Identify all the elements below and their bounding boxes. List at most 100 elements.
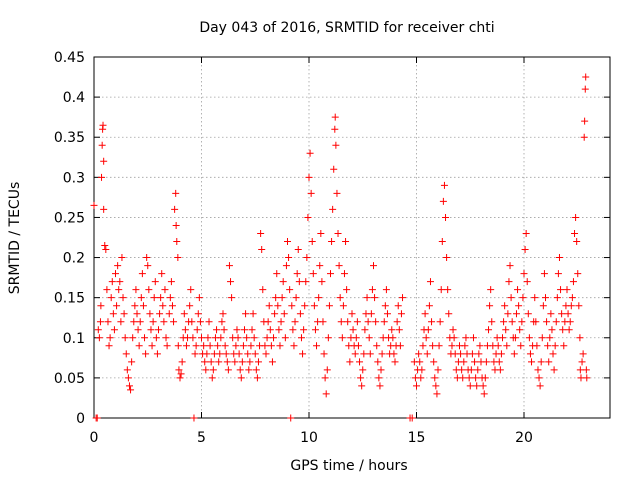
data-point bbox=[252, 366, 260, 374]
data-point bbox=[186, 302, 194, 310]
data-point bbox=[259, 286, 267, 294]
data-point bbox=[190, 414, 198, 422]
data-point bbox=[175, 366, 183, 374]
data-point bbox=[450, 334, 458, 342]
data-point bbox=[250, 334, 258, 342]
data-point bbox=[335, 262, 343, 270]
data-point bbox=[566, 318, 574, 326]
data-point bbox=[149, 318, 157, 326]
x-tick-label: 10 bbox=[300, 430, 318, 446]
data-point bbox=[238, 358, 246, 366]
data-point bbox=[176, 374, 184, 382]
data-point bbox=[268, 358, 276, 366]
data-point bbox=[198, 334, 205, 342]
data-point bbox=[468, 350, 476, 358]
data-point bbox=[152, 334, 160, 342]
data-point bbox=[547, 310, 555, 318]
data-point bbox=[234, 334, 242, 342]
data-point bbox=[215, 358, 223, 366]
y-tick-label: 0.45 bbox=[54, 50, 85, 66]
data-point bbox=[514, 286, 522, 294]
data-point bbox=[178, 358, 186, 366]
data-point bbox=[540, 270, 548, 278]
data-point bbox=[213, 326, 221, 334]
data-point bbox=[278, 294, 286, 302]
data-point bbox=[436, 318, 444, 326]
data-point bbox=[249, 310, 257, 318]
data-point bbox=[396, 342, 404, 350]
data-point bbox=[191, 350, 199, 358]
data-point bbox=[503, 342, 511, 350]
data-point bbox=[239, 342, 247, 350]
data-point bbox=[525, 334, 533, 342]
data-point bbox=[200, 342, 208, 350]
data-point bbox=[301, 302, 309, 310]
y-tick-label: 0.1 bbox=[63, 331, 85, 347]
data-point bbox=[225, 262, 233, 270]
data-point bbox=[316, 262, 324, 270]
chart-title: Day 043 of 2016, SRMTID for receiver cht… bbox=[199, 20, 494, 36]
data-point bbox=[113, 302, 121, 310]
data-point bbox=[106, 334, 114, 342]
data-point bbox=[272, 294, 280, 302]
data-point bbox=[439, 197, 447, 205]
data-point bbox=[377, 366, 385, 374]
data-point bbox=[139, 302, 147, 310]
data-point bbox=[117, 318, 125, 326]
data-point bbox=[389, 334, 397, 342]
data-point bbox=[330, 165, 338, 173]
data-point bbox=[443, 254, 451, 262]
data-point bbox=[485, 326, 493, 334]
data-point bbox=[565, 326, 573, 334]
data-point bbox=[505, 278, 513, 286]
y-tick-label: 0 bbox=[76, 411, 85, 427]
data-point bbox=[322, 390, 330, 398]
data-point bbox=[224, 366, 232, 374]
data-point bbox=[275, 326, 283, 334]
data-point bbox=[395, 326, 403, 334]
data-point bbox=[207, 358, 215, 366]
data-point bbox=[247, 342, 255, 350]
x-axis-title: GPS time / hours bbox=[290, 458, 407, 474]
data-point bbox=[146, 310, 154, 318]
data-point bbox=[521, 246, 529, 254]
data-point bbox=[221, 342, 229, 350]
data-point bbox=[444, 286, 452, 294]
data-point bbox=[573, 238, 581, 246]
data-point bbox=[522, 229, 530, 237]
data-point bbox=[516, 326, 524, 334]
data-point bbox=[553, 294, 561, 302]
data-point bbox=[429, 342, 437, 350]
data-point bbox=[274, 302, 282, 310]
data-point bbox=[118, 254, 126, 262]
data-point bbox=[244, 350, 252, 358]
data-point bbox=[496, 366, 504, 374]
data-point bbox=[313, 342, 321, 350]
data-point bbox=[305, 173, 313, 181]
data-point bbox=[523, 278, 531, 286]
data-point bbox=[497, 350, 505, 358]
data-point bbox=[353, 318, 361, 326]
data-point bbox=[487, 286, 495, 294]
y-tick-label: 0.3 bbox=[63, 170, 85, 186]
data-point bbox=[390, 350, 398, 358]
data-point bbox=[575, 302, 583, 310]
data-point bbox=[399, 294, 407, 302]
data-point bbox=[359, 366, 367, 374]
data-point bbox=[172, 221, 180, 229]
data-point bbox=[354, 342, 362, 350]
data-point bbox=[180, 310, 188, 318]
data-point bbox=[242, 310, 250, 318]
data-point bbox=[482, 358, 490, 366]
data-point bbox=[449, 326, 457, 334]
data-point bbox=[125, 382, 133, 390]
data-point bbox=[161, 286, 169, 294]
data-point bbox=[280, 310, 288, 318]
data-point bbox=[536, 382, 544, 390]
data-point bbox=[160, 318, 168, 326]
data-point bbox=[415, 350, 423, 358]
x-tick-label: 20 bbox=[515, 430, 533, 446]
x-tick-label: 0 bbox=[90, 430, 99, 446]
data-point bbox=[542, 294, 549, 302]
